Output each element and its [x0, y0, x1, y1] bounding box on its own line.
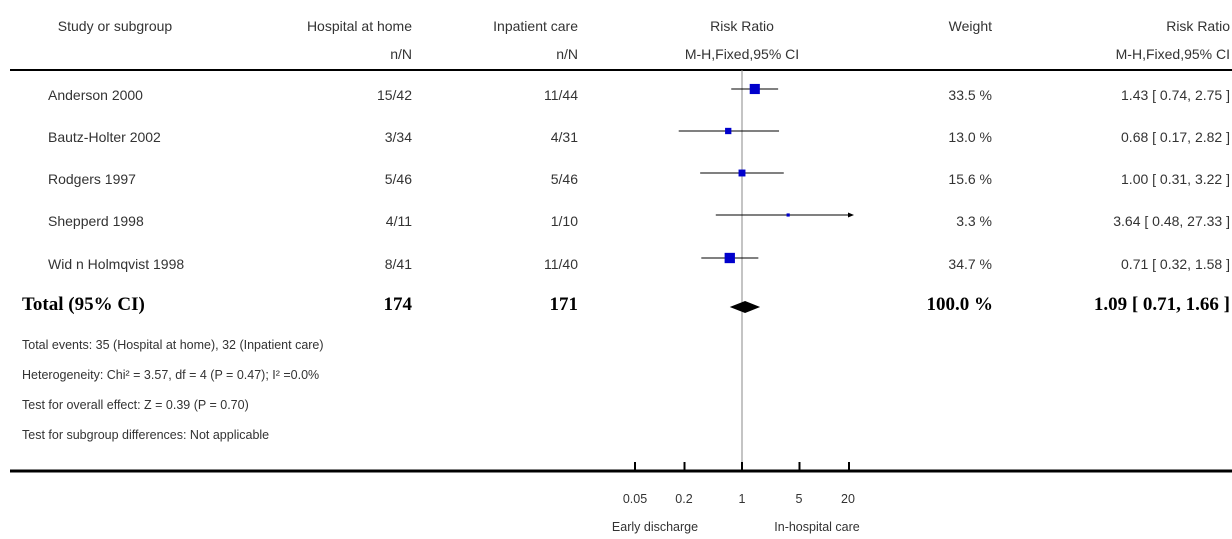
study-weight: 13.0 % — [948, 129, 992, 145]
tick-label-1: 1 — [738, 492, 746, 506]
study-name: Wid n Holmqvist 1998 — [48, 256, 185, 272]
study-name: Rodgers 1997 — [48, 171, 136, 187]
total-diamond — [729, 301, 761, 313]
ci-arrow — [848, 212, 854, 218]
study-weight: 15.6 % — [948, 171, 992, 187]
axis-label-left: Early discharge — [611, 520, 699, 534]
total-ci: 1.09 [ 0.71, 1.66 ] — [1093, 294, 1230, 315]
study-ci: 1.00 [ 0.31, 3.22 ] — [1121, 171, 1230, 187]
group2-events: 11/40 — [544, 256, 578, 272]
study-marker — [725, 127, 732, 135]
total-group1: 174 — [383, 294, 413, 315]
tick-label-0.05: 0.05 — [622, 492, 648, 506]
study-ci: 0.68 [ 0.17, 2.82 ] — [1121, 129, 1230, 145]
header-risk-ratio-2: Risk Ratio — [1166, 18, 1230, 34]
study-marker — [724, 252, 735, 264]
study-marker — [786, 213, 790, 217]
footnote-subgroup-differences: Test for subgroup differences: Not appli… — [22, 428, 270, 442]
study-ci: 3.64 [ 0.48, 27.33 ] — [1113, 213, 1230, 229]
study-name: Shepperd 1998 — [48, 213, 144, 229]
header-group1-sub: n/N — [390, 46, 412, 62]
group2-events: 4/31 — [550, 129, 578, 145]
study-name: Bautz-Holter 2002 — [48, 129, 161, 145]
total-label: Total (95% CI) — [22, 294, 145, 315]
header-group1: Hospital at home — [306, 18, 412, 34]
footnote-heterogeneity: Heterogeneity: Chi² = 3.57, df = 4 (P = … — [22, 368, 320, 382]
group1-events: 3/34 — [384, 129, 412, 145]
footnote-total-events: Total events: 35 (Hospital at home), 32 … — [22, 338, 324, 352]
header-method-2: M-H,Fixed,95% CI — [1115, 46, 1230, 62]
tick-label-0.2: 0.2 — [675, 492, 693, 506]
header-group2-sub: n/N — [556, 46, 578, 62]
group1-events: 15/42 — [376, 87, 412, 103]
group1-events: 8/41 — [384, 256, 412, 272]
study-name: Anderson 2000 — [48, 87, 143, 103]
tick-label-20: 20 — [841, 492, 855, 506]
group2-events: 1/10 — [550, 213, 578, 229]
group1-events: 4/11 — [385, 213, 412, 229]
study-marker — [749, 83, 760, 95]
group2-events: 5/46 — [550, 171, 578, 187]
header-group2: Inpatient care — [493, 18, 578, 34]
study-weight: 3.3 % — [956, 213, 992, 229]
study-weight: 34.7 % — [948, 256, 992, 272]
total-group2: 171 — [549, 294, 579, 315]
study-weight: 33.5 % — [948, 87, 992, 103]
group2-events: 11/44 — [544, 87, 578, 103]
axis-label-right: In-hospital care — [774, 520, 860, 534]
header-weight: Weight — [948, 18, 992, 34]
study-marker — [738, 169, 746, 177]
total-weight: 100.0 % — [926, 294, 994, 315]
footnote-overall-effect: Test for overall effect: Z = 0.39 (P = 0… — [22, 398, 249, 412]
header-method: M-H,Fixed,95% CI — [684, 46, 800, 62]
header-study: Study or subgroup — [57, 18, 173, 34]
study-ci: 1.43 [ 0.74, 2.75 ] — [1121, 87, 1230, 103]
header-risk-ratio: Risk Ratio — [710, 18, 774, 34]
tick-label-5: 5 — [795, 492, 803, 506]
study-ci: 0.71 [ 0.32, 1.58 ] — [1121, 256, 1230, 272]
group1-events: 5/46 — [384, 171, 412, 187]
